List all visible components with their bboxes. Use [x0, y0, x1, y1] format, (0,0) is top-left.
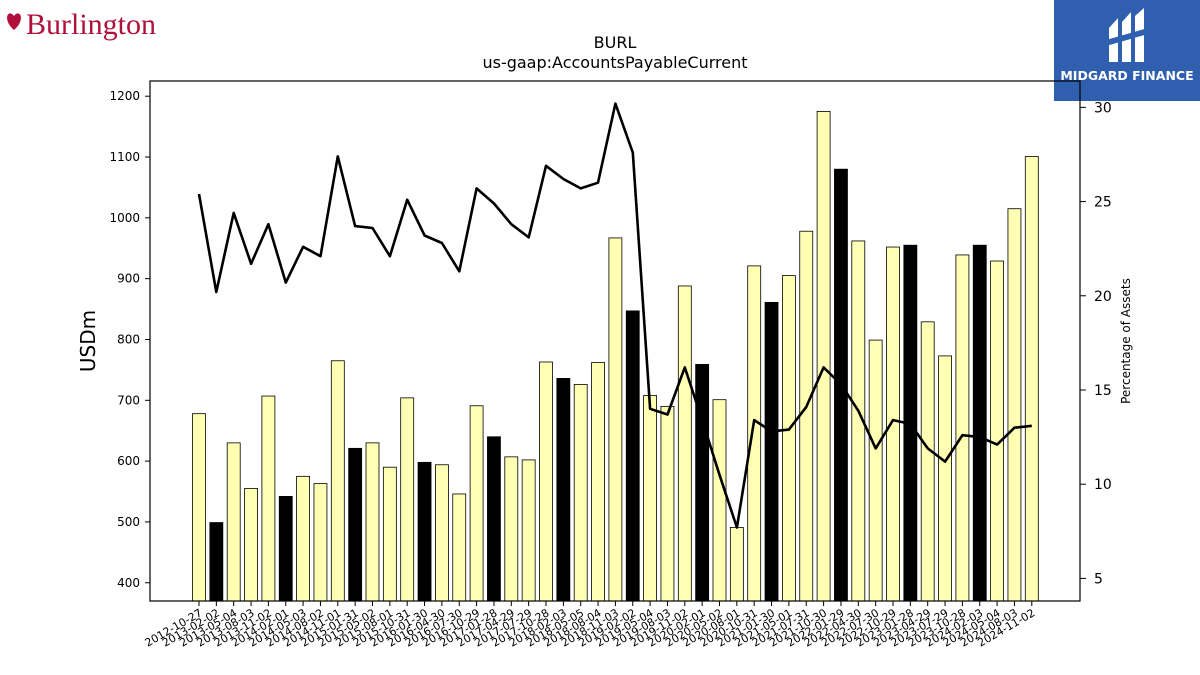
bar: [434, 464, 449, 602]
y-tick-label: 500: [117, 515, 140, 529]
y-axis-label: USDm: [76, 310, 100, 372]
burlington-logo: Burlington: [6, 4, 176, 44]
y-axis-right: 5 10 15 20 25 30: [1080, 100, 1112, 587]
midgard-finance-logo: MIDGARD FINANCE: [1054, 0, 1200, 101]
bar: [643, 395, 657, 602]
bar: [261, 395, 276, 602]
y2-tick-label: 15: [1094, 383, 1112, 399]
bar: [504, 456, 519, 602]
bar: [1024, 156, 1039, 602]
chart-title: BURL: [594, 33, 637, 52]
bar: [573, 384, 588, 602]
bar: [209, 522, 224, 602]
bar: [660, 405, 675, 602]
y2-tick-label: 10: [1094, 477, 1112, 493]
y2-tick-label: 30: [1094, 100, 1112, 116]
midgard-finance-text: MIDGARD FINANCE: [1060, 68, 1194, 83]
bar: [816, 111, 831, 602]
bar: [729, 527, 744, 602]
bar: [712, 399, 727, 602]
x-axis: 2012-10-272013-02-022013-05-042013-08-03…: [143, 601, 1037, 650]
bar: [348, 447, 363, 602]
bar: [782, 275, 796, 602]
bar: [469, 405, 484, 602]
percentage-line: [197, 102, 1032, 529]
bar: [747, 265, 762, 602]
y-tick-label: 900: [117, 272, 140, 286]
y-tick-label: 1000: [109, 211, 140, 225]
bar: [955, 254, 970, 602]
bar: [677, 285, 692, 602]
bar: [764, 301, 779, 602]
y-tick-label: 800: [117, 332, 140, 346]
burlington-logo-mark: Burlington: [7, 8, 156, 41]
bar: [591, 362, 605, 602]
bar: [625, 310, 640, 602]
bar: [920, 321, 935, 602]
heart-icon: [7, 13, 21, 30]
bar: [938, 355, 952, 602]
bar: [521, 459, 536, 602]
bar: [330, 360, 345, 602]
bar: [296, 475, 311, 602]
bar: [868, 339, 883, 602]
bar: [990, 260, 1004, 602]
bar: [382, 466, 397, 602]
bar: [608, 237, 623, 602]
y-tick-label: 700: [117, 393, 140, 407]
bar: [1007, 208, 1022, 602]
burlington-logo-text: Burlington: [26, 8, 156, 41]
bar: [972, 244, 987, 602]
bar: [539, 361, 553, 602]
bar: [365, 442, 380, 602]
bar: [226, 442, 241, 602]
y-tick-label: 400: [117, 576, 140, 590]
y-tick-label: 1100: [109, 150, 140, 164]
y2-axis-label: Percentage of Assets: [1119, 278, 1133, 404]
bar: [313, 483, 328, 602]
midgard-emblem-icon: [1106, 8, 1148, 62]
y2-tick-label: 20: [1094, 289, 1112, 305]
y2-tick-label: 5: [1094, 571, 1103, 587]
bar: [417, 461, 432, 602]
line-layer: [197, 102, 1032, 529]
y-axis-left: 400 500 600 700 800 900 1000 1100 1200: [109, 89, 150, 590]
bar: [278, 495, 293, 602]
bar: [244, 488, 258, 602]
bar: [556, 378, 571, 602]
y2-tick-label: 25: [1094, 195, 1112, 211]
y-tick-label: 1200: [109, 89, 140, 103]
bar: [192, 413, 206, 602]
bar: [695, 364, 710, 602]
bars-layer: [192, 111, 1039, 602]
bar: [487, 436, 501, 602]
bar: [886, 246, 900, 602]
bar: [452, 493, 467, 602]
bar: [799, 230, 814, 602]
y-tick-label: 600: [117, 454, 140, 468]
bar: [400, 397, 415, 602]
chart-subtitle: us-gaap:AccountsPayableCurrent: [482, 53, 747, 72]
